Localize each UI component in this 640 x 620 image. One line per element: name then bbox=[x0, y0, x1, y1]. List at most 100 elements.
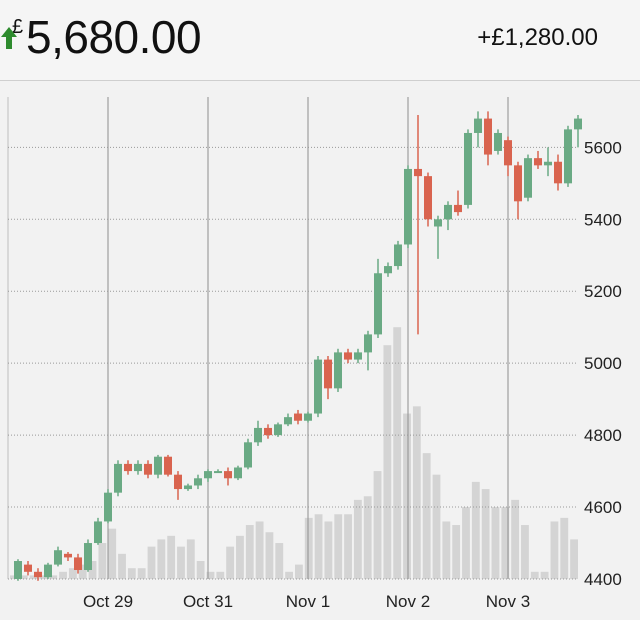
candle-body bbox=[494, 132, 502, 151]
candle-body bbox=[374, 273, 382, 335]
candle-body bbox=[574, 118, 582, 130]
y-tick-label: 4800 bbox=[584, 426, 622, 445]
x-tick-label: Oct 31 bbox=[183, 592, 233, 611]
candle-body bbox=[414, 168, 422, 177]
volume-bar bbox=[39, 575, 48, 579]
volume-bar bbox=[68, 568, 77, 579]
candle-body bbox=[394, 244, 402, 267]
volume-bar bbox=[216, 571, 225, 579]
volume-bar bbox=[373, 471, 382, 579]
y-tick-label: 5000 bbox=[584, 354, 622, 373]
volume-bar bbox=[265, 532, 274, 579]
candle-body bbox=[544, 161, 552, 166]
volume-bar bbox=[403, 413, 411, 579]
volume-bar bbox=[19, 575, 28, 579]
candle-body bbox=[284, 417, 292, 425]
volume-bar bbox=[196, 561, 205, 579]
volume-bar bbox=[226, 546, 235, 579]
candle-body bbox=[184, 485, 192, 490]
candle-body bbox=[534, 158, 542, 166]
volume-bar bbox=[540, 571, 549, 579]
volume-bar bbox=[236, 535, 244, 579]
y-tick-label: 4600 bbox=[584, 498, 622, 517]
volume-bar bbox=[59, 571, 67, 579]
volume-bar bbox=[167, 535, 176, 579]
volume-bar bbox=[118, 553, 126, 579]
volume-bar bbox=[147, 546, 156, 579]
volume-bar bbox=[98, 543, 107, 579]
candle-body bbox=[564, 129, 572, 184]
candle-body bbox=[294, 413, 302, 421]
volume-bar bbox=[324, 521, 333, 579]
candle-body bbox=[444, 204, 452, 220]
candle-body bbox=[464, 132, 472, 205]
volume-bar bbox=[383, 345, 392, 579]
candle-body bbox=[64, 553, 72, 558]
volume-bar bbox=[295, 564, 303, 579]
candle-body bbox=[194, 478, 202, 486]
volume-bar bbox=[462, 507, 470, 579]
candle-body bbox=[254, 427, 262, 443]
volume-bar bbox=[78, 564, 87, 579]
candle-body bbox=[514, 165, 522, 202]
up-arrow-icon bbox=[1, 27, 17, 49]
candle-body bbox=[554, 161, 562, 184]
volume-bar bbox=[137, 568, 146, 579]
volume-bar bbox=[432, 474, 441, 579]
volume-bar bbox=[550, 521, 559, 579]
y-tick-label: 5400 bbox=[584, 210, 622, 229]
volume-bar bbox=[334, 514, 343, 579]
volume-bar bbox=[442, 521, 451, 579]
candle-body bbox=[144, 463, 152, 475]
price-chart[interactable]: Oct 29 Oct 31 Nov 1 Nov 2 Nov 3 5600 5400 5200 5… bbox=[0, 81, 640, 620]
volume-bar bbox=[255, 521, 264, 579]
candle-body bbox=[324, 359, 332, 389]
candle-body bbox=[124, 463, 132, 472]
candle-body bbox=[454, 204, 462, 213]
candle-body bbox=[404, 168, 412, 245]
volume-bar bbox=[353, 499, 362, 579]
candle-body bbox=[14, 561, 22, 579]
volume-bar bbox=[245, 525, 254, 579]
volume-bar bbox=[177, 546, 185, 579]
volume-bar bbox=[491, 507, 500, 579]
candle-body bbox=[74, 557, 82, 571]
candle-body bbox=[84, 543, 92, 571]
y-tick-label: 4400 bbox=[584, 570, 622, 589]
volume-bar bbox=[521, 525, 529, 579]
volume-bar bbox=[127, 568, 136, 579]
candle-body bbox=[314, 359, 322, 414]
candle-body bbox=[24, 564, 32, 572]
volume-bar bbox=[29, 575, 38, 579]
candle-body bbox=[384, 266, 392, 274]
candle-body bbox=[304, 413, 312, 421]
candle-body bbox=[224, 471, 232, 479]
x-tick-label: Nov 1 bbox=[286, 592, 330, 611]
volume-bar bbox=[511, 499, 520, 579]
volume-bar bbox=[422, 453, 431, 579]
x-tick-label: Oct 29 bbox=[83, 592, 133, 611]
volume-bar bbox=[88, 561, 97, 579]
volume-bar bbox=[570, 539, 578, 579]
candle-body bbox=[364, 334, 372, 353]
candle-body bbox=[154, 456, 162, 475]
x-tick-label: Nov 3 bbox=[486, 592, 530, 611]
candle-body bbox=[504, 140, 512, 166]
candle-body bbox=[344, 352, 352, 360]
candle-body bbox=[34, 571, 42, 578]
volume-bar bbox=[344, 514, 352, 579]
volume-bar bbox=[363, 496, 372, 579]
volume-bar bbox=[10, 575, 18, 579]
volume-bar bbox=[481, 489, 490, 579]
volume-bar bbox=[304, 517, 313, 579]
candle-body bbox=[274, 424, 282, 436]
candle-body bbox=[214, 471, 222, 474]
volume-bar bbox=[501, 507, 510, 579]
candlestick-chart[interactable]: Oct 29 Oct 31 Nov 1 Nov 2 Nov 3 5600 5400 5200 5… bbox=[0, 81, 640, 620]
candle-body bbox=[104, 492, 112, 522]
y-tick-label: 5600 bbox=[584, 138, 622, 157]
x-tick-label: Nov 2 bbox=[386, 592, 430, 611]
currency-symbol: £ bbox=[12, 16, 24, 38]
price-change: +£1,280.00 bbox=[477, 24, 598, 51]
y-tick-label: 5200 bbox=[584, 282, 622, 301]
